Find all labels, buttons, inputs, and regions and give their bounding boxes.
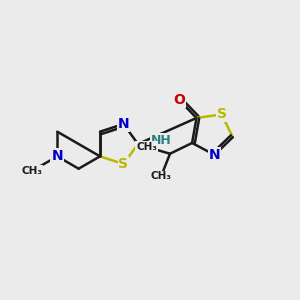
Text: NH: NH	[151, 134, 172, 147]
Text: N: N	[209, 148, 220, 162]
Text: O: O	[173, 93, 185, 107]
Text: CH₃: CH₃	[22, 166, 43, 176]
Text: CH₃: CH₃	[151, 172, 172, 182]
Text: S: S	[217, 107, 226, 122]
Text: CH₃: CH₃	[136, 142, 157, 152]
Text: N: N	[51, 149, 63, 163]
Text: S: S	[118, 157, 128, 171]
Text: N: N	[118, 117, 129, 131]
